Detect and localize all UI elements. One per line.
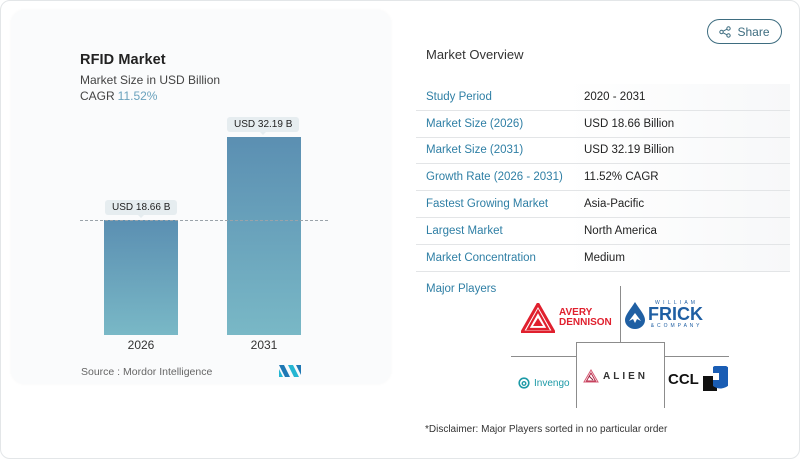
major-players-title: Major Players [426,283,497,295]
frick-bottom: & C O M P A N Y [650,323,701,329]
overview-key: Market Size (2031) [426,144,524,157]
share-label: Share [737,24,770,39]
reference-dashed-line [80,220,328,221]
ccl-text: CCL [668,370,699,388]
overview-row-market-size-2026: Market Size (2026) USD 18.66 Billion [416,110,790,138]
share-button[interactable]: Share [707,19,782,44]
overview-value: 2020 - 2031 [584,90,646,103]
overview-value: Medium [584,251,625,264]
x-tick-2026: 2026 [127,338,155,352]
divider [620,286,621,343]
avery-dennison-triangle-icon [521,303,555,333]
logo-alien: ALIEN [583,369,648,383]
invengo-icon [518,377,530,389]
overview-key: Study Period [426,90,492,103]
overview-key: Market Size (2026) [426,117,524,130]
chart-card [11,10,391,384]
overview-value: USD 32.19 Billion [584,144,675,157]
alien-text: ALIEN [603,370,648,382]
bar-label-2026: USD 18.66 B [105,200,177,218]
logo-avery-dennison: AVERY DENNISON [521,303,612,333]
divider [576,342,665,343]
overview-key: Growth Rate (2026 - 2031) [426,171,563,184]
cagr-value: 11.52% [117,89,158,103]
mordor-intelligence-logo-icon [279,365,301,377]
ccl-mark-icon [702,366,728,391]
cagr-label: CAGR [80,89,115,103]
share-icon [719,25,732,38]
bar-2026 [104,220,178,335]
overview-value: Asia-Pacific [584,198,645,211]
chart-cagr: CAGR 11.52% [80,89,157,103]
bar-label-2031: USD 32.19 B [227,117,299,135]
overview-row-market-size-2031: Market Size (2031) USD 32.19 Billion [416,137,790,165]
alien-triangle-icon [583,369,599,383]
x-tick-2031: 2031 [250,338,278,352]
overview-row-largest-market: Largest Market North America [416,217,790,245]
logo-invengo: Invengo [518,377,570,389]
market-overview-title: Market Overview [426,47,524,62]
market-overview-table: Study Period 2020 - 2031 Market Size (20… [416,84,790,272]
divider [664,342,665,408]
divider [576,342,577,408]
frick-top: W I L L I A M [655,300,696,306]
overview-value: USD 18.66 Billion [584,117,675,130]
chart-plot-area: RFID Market Market Size in USD Billion C… [80,52,328,378]
divider [511,356,576,357]
source-text: Source : Mordor Intelligence [81,366,213,378]
chart-subtitle: Market Size in USD Billion [80,73,221,87]
frick-main: FRICK [648,304,703,324]
overview-key: Market Concentration [426,251,536,264]
overview-row-concentration: Market Concentration Medium [416,244,790,272]
invengo-text: Invengo [534,377,570,389]
chart-title: RFID Market [80,52,166,68]
overview-value: 11.52% CAGR [584,171,659,184]
overview-row-study-period: Study Period 2020 - 2031 [416,84,790,111]
overview-key: Largest Market [426,224,503,237]
avery-line2: DENNISON [559,317,612,328]
disclaimer-text: *Disclaimer: Major Players sorted in no … [425,424,668,435]
logo-ccl: CCL [668,366,728,392]
overview-row-fastest-growing: Fastest Growing Market Asia-Pacific [416,191,790,218]
overview-key: Fastest Growing Market [426,198,549,211]
divider [665,356,729,357]
overview-value: North America [584,224,657,237]
logo-william-frick: W I L L I A M FRICK & C O M P A N Y [624,300,703,329]
bar-2031 [227,137,301,335]
avery-line1: AVERY [559,307,593,318]
overview-row-growth-rate: Growth Rate (2026 - 2031) 11.52% CAGR [416,164,790,192]
frick-drop-icon [625,301,645,329]
